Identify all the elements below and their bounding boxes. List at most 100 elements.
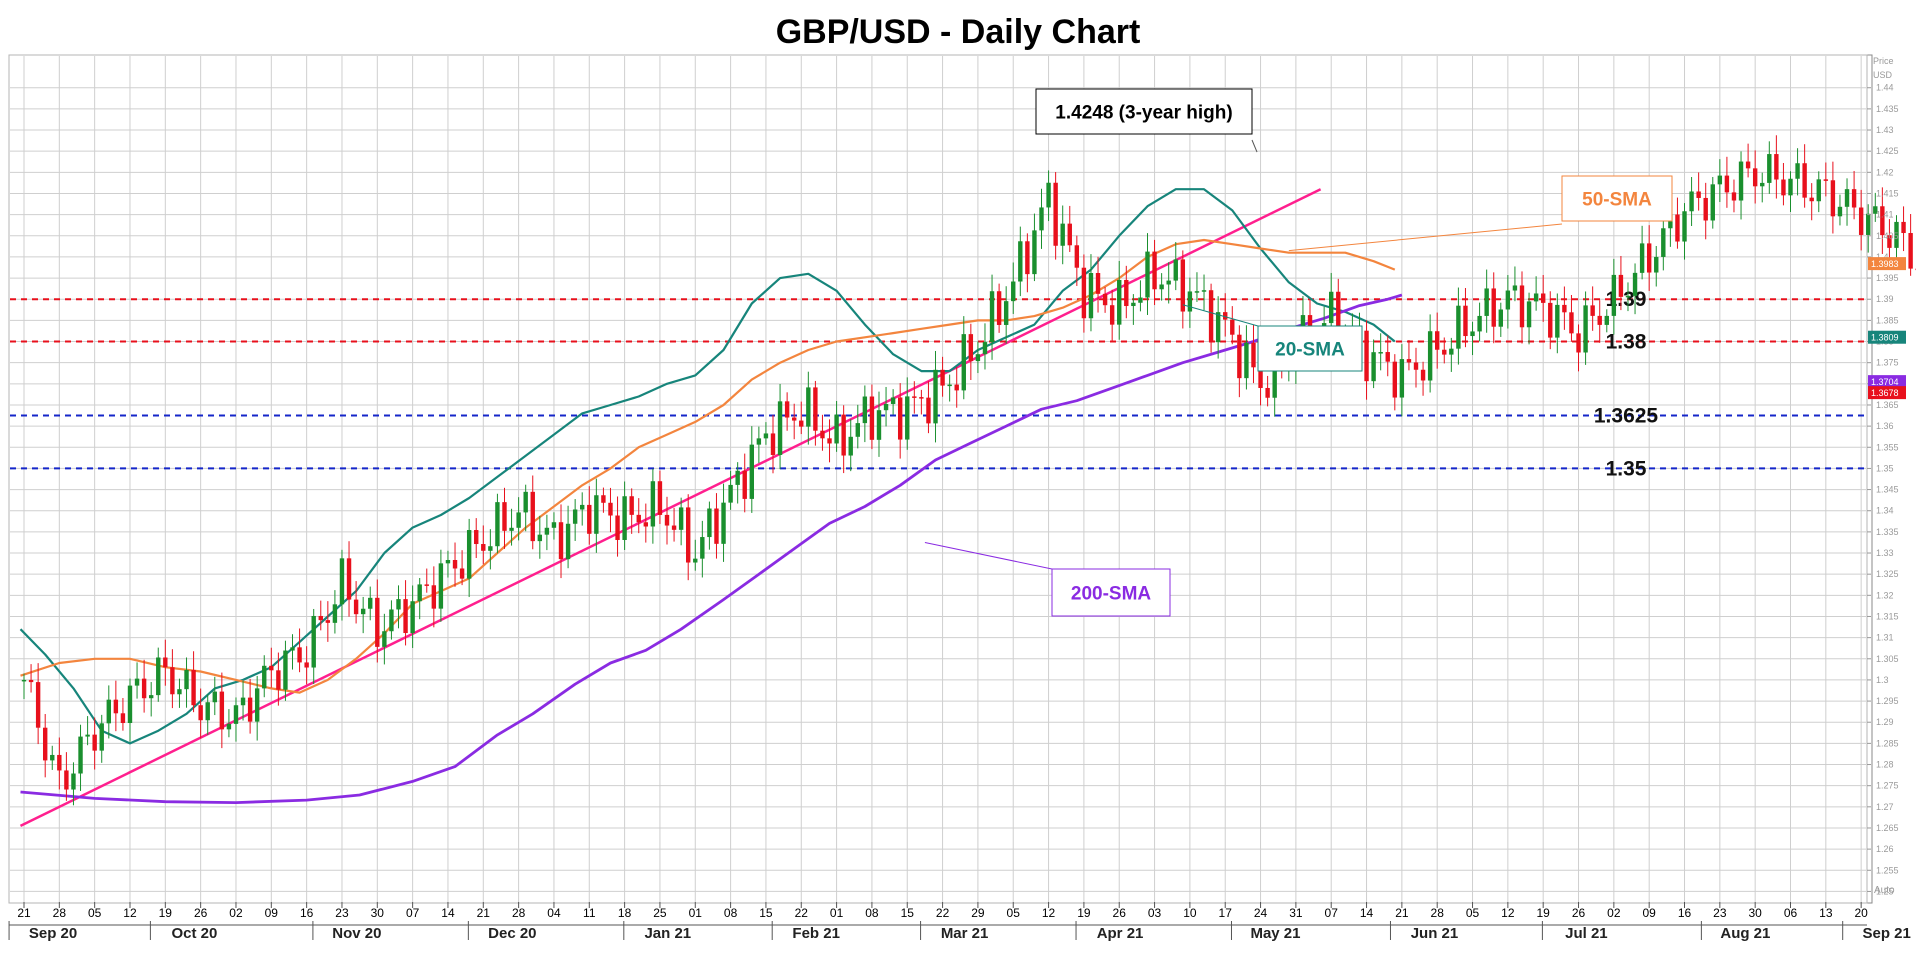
candle-body — [1477, 315, 1482, 332]
month-label: May 21 — [1250, 925, 1300, 942]
date-tick-label: 14 — [1360, 906, 1374, 920]
candle-body — [431, 585, 437, 609]
date-tick-label: 02 — [229, 906, 243, 920]
candle-body — [1760, 182, 1765, 187]
candle-body — [163, 657, 168, 668]
candle-body — [1767, 154, 1772, 183]
candle-body — [424, 584, 429, 586]
candle-body — [481, 544, 486, 551]
candle-body — [961, 334, 966, 391]
annotation-box — [1257, 325, 1363, 372]
price-tick-label: 1.27 — [1876, 802, 1894, 812]
annotation-label: 200-SMA — [1071, 584, 1152, 605]
candle-body — [1166, 280, 1171, 285]
candle-body — [1074, 245, 1080, 268]
auto-scale-label: Auto — [1874, 885, 1895, 896]
candle-body — [813, 387, 818, 431]
month-label: Sep 21 — [1863, 925, 1911, 942]
candle-body — [396, 599, 401, 610]
candle-body — [1124, 279, 1129, 307]
candle-body — [1399, 359, 1405, 398]
candle-body — [226, 723, 232, 730]
price-tick-label: 1.42 — [1876, 167, 1894, 177]
candle-body — [311, 615, 316, 668]
price-tick-label: 1.435 — [1876, 104, 1899, 114]
candle-body — [1025, 241, 1030, 275]
candle-body — [1378, 352, 1383, 354]
candle-body — [452, 560, 458, 569]
candle-body — [1173, 259, 1178, 281]
price-tick-label: 1.275 — [1876, 781, 1899, 791]
candle-body — [728, 484, 733, 503]
month-label: Sep 20 — [29, 925, 77, 942]
candle-body — [382, 631, 387, 647]
annotations: 1.4248 (3-year high) 50-SMA 20-SMA 200-SMA — [924, 88, 1673, 617]
candle-body — [1385, 352, 1390, 362]
candle-body — [332, 604, 338, 623]
candle-body — [417, 584, 422, 602]
price-tick-label: 1.28 — [1876, 760, 1894, 770]
date-tick-label: 07 — [1325, 906, 1339, 920]
candle-body — [1788, 178, 1793, 196]
candle-body — [996, 291, 1002, 325]
price-tick-label: 1.415 — [1876, 188, 1899, 198]
candle-body — [869, 396, 875, 440]
candlesticks — [21, 135, 1916, 806]
candle-body — [686, 507, 691, 563]
candle-body — [1067, 223, 1072, 246]
candle-body — [982, 342, 988, 355]
candle-body — [1505, 290, 1511, 310]
time-axis: 21 28 05 12 19 26 02 09 16 23 30 07 14 21 28 04 11 18 25 01… — [8, 902, 1911, 942]
candle-body — [700, 537, 705, 559]
candle-body — [325, 620, 331, 623]
candle-body — [855, 423, 860, 437]
candle-body — [1470, 331, 1475, 337]
candle-body — [742, 470, 747, 499]
candle-body — [85, 734, 90, 737]
candle-body — [1908, 233, 1913, 269]
candle-body — [1894, 221, 1899, 248]
candle-body — [1427, 331, 1433, 381]
candle-body — [1435, 331, 1440, 350]
date-tick-label: 30 — [1748, 906, 1762, 920]
month-label: Jan 21 — [644, 925, 691, 942]
candle-body — [820, 430, 825, 439]
level-label: 1.3625 — [1594, 405, 1659, 428]
candle-body — [1413, 362, 1419, 370]
candle-body — [834, 414, 839, 444]
candle-body — [1011, 281, 1016, 302]
candle-body — [707, 508, 712, 538]
annotation-leader — [924, 541, 1053, 570]
candle-body — [558, 522, 564, 560]
candle-body — [445, 560, 451, 564]
candle-body — [1145, 251, 1150, 298]
candle-body — [1258, 367, 1263, 388]
candle-body — [1420, 369, 1426, 381]
price-tick-label: 1.265 — [1876, 823, 1899, 833]
candle-body — [615, 515, 620, 540]
month-label: Nov 20 — [332, 925, 381, 942]
annotation-box — [1051, 568, 1171, 617]
date-tick-label: 28 — [53, 906, 67, 920]
date-tick-label: 22 — [936, 906, 950, 920]
date-tick-label: 01 — [830, 906, 844, 920]
price-tick-label: 1.285 — [1876, 738, 1899, 748]
price-tag-label: 1.3704 — [1871, 377, 1899, 387]
candle-body — [1060, 223, 1065, 246]
candle-body — [353, 599, 359, 615]
candle-body — [523, 491, 528, 513]
month-label: Mar 21 — [941, 925, 989, 942]
annotation-label: 20-SMA — [1275, 340, 1345, 361]
candle-body — [1710, 184, 1715, 221]
candle-body — [170, 667, 175, 695]
annotation-leader — [1251, 139, 1258, 153]
candle-body — [1823, 179, 1829, 181]
date-tick-label: 17 — [1219, 906, 1233, 920]
candle-body — [1463, 305, 1468, 337]
date-tick-label: 15 — [901, 906, 915, 920]
price-tick-label: 1.44 — [1876, 83, 1894, 93]
candle-body — [1696, 191, 1701, 198]
candle-body — [127, 685, 133, 724]
date-tick-label: 23 — [1713, 906, 1727, 920]
